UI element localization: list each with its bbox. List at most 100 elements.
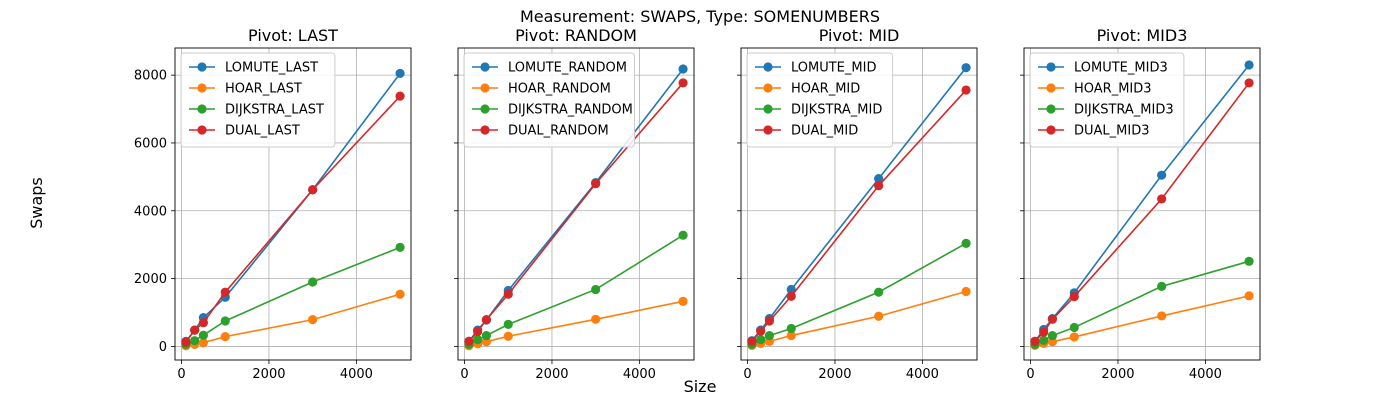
legend-swatch-marker bbox=[197, 104, 207, 114]
data-point bbox=[786, 291, 796, 301]
data-point bbox=[874, 181, 884, 191]
legend-swatch-marker bbox=[197, 62, 207, 72]
data-point bbox=[503, 331, 513, 341]
data-point bbox=[503, 289, 513, 299]
legend-swatch-marker bbox=[1046, 104, 1056, 114]
series-line-2 bbox=[185, 246, 401, 346]
y-tick-label: 0 bbox=[159, 340, 167, 355]
series-line-2 bbox=[751, 242, 967, 346]
legend-box bbox=[1029, 52, 1185, 148]
series-line-2 bbox=[468, 234, 684, 346]
data-point bbox=[961, 63, 971, 73]
x-tick-label: 2000 bbox=[1101, 367, 1134, 382]
data-point bbox=[874, 173, 884, 184]
data-point bbox=[747, 336, 757, 346]
legend-swatch-marker bbox=[1046, 62, 1056, 72]
data-point bbox=[1069, 332, 1079, 342]
data-point bbox=[220, 287, 230, 297]
legend-entry: HOAR_MID3 bbox=[1074, 82, 1152, 97]
x-tick-label: 4000 bbox=[906, 367, 939, 382]
data-point bbox=[786, 284, 796, 295]
data-point bbox=[395, 242, 405, 253]
data-point bbox=[764, 316, 775, 326]
legend-entry: DUAL_RANDOM bbox=[508, 124, 609, 139]
data-point bbox=[1047, 330, 1058, 341]
data-point bbox=[1069, 322, 1079, 333]
data-point bbox=[481, 330, 492, 341]
chart-panel-2: 0 2000 4000 Pivot: MID LOMUTE_MID HOAR_MID DIJ… bbox=[737, 26, 978, 382]
legend-entry: LOMUTE_MID bbox=[791, 61, 876, 76]
x-tick-label: 0 bbox=[1026, 367, 1034, 382]
legend-entry: LOMUTE_LAST bbox=[225, 61, 318, 76]
data-point bbox=[1039, 335, 1049, 345]
data-point bbox=[1039, 327, 1049, 337]
data-point bbox=[503, 319, 513, 329]
data-point bbox=[190, 325, 200, 335]
data-point bbox=[1244, 60, 1254, 70]
data-point bbox=[308, 185, 318, 195]
data-point bbox=[678, 296, 688, 306]
legend-swatch-marker bbox=[763, 104, 773, 114]
data-point bbox=[1157, 170, 1167, 180]
data-point bbox=[308, 277, 318, 287]
data-point bbox=[1157, 281, 1167, 292]
series-line-1 bbox=[468, 300, 684, 347]
data-point bbox=[786, 330, 796, 341]
legend-swatch-marker bbox=[763, 83, 773, 93]
legend-entry: HOAR_RANDOM bbox=[508, 82, 611, 97]
legend-swatch-marker bbox=[480, 125, 490, 135]
x-tick-label: 0 bbox=[460, 367, 468, 382]
x-tick-label: 0 bbox=[743, 367, 751, 382]
data-point bbox=[874, 287, 884, 297]
data-point bbox=[473, 326, 483, 337]
data-point bbox=[756, 326, 766, 336]
data-point bbox=[198, 330, 209, 340]
data-point bbox=[198, 318, 209, 328]
x-tick-label: 0 bbox=[177, 367, 185, 382]
panel-title: Pivot: LAST bbox=[248, 26, 338, 45]
data-point bbox=[961, 238, 971, 248]
data-point bbox=[1244, 291, 1254, 301]
x-tick-label: 4000 bbox=[1189, 367, 1222, 382]
y-tick-label: 4000 bbox=[134, 204, 167, 219]
chart-panel-3: 0 2000 4000 Pivot: MID3 LOMUTE_MID3 HOAR_MID3… bbox=[1020, 26, 1261, 382]
legend-entry: DUAL_MID3 bbox=[1074, 124, 1150, 139]
figure-ylabel: Swaps bbox=[27, 177, 46, 229]
legend-entry: DUAL_MID bbox=[791, 124, 858, 139]
data-point bbox=[1157, 311, 1167, 321]
y-tick-label: 2000 bbox=[134, 272, 167, 287]
data-point bbox=[464, 336, 474, 346]
data-point bbox=[678, 78, 688, 88]
data-point bbox=[1157, 194, 1167, 204]
data-point bbox=[591, 284, 601, 295]
axes-frame bbox=[740, 47, 978, 361]
data-point bbox=[395, 91, 405, 101]
legend-box bbox=[463, 52, 635, 148]
panel-title: Pivot: MID bbox=[819, 26, 900, 45]
panel-title: Pivot: RANDOM bbox=[515, 26, 637, 45]
legend-swatch-marker bbox=[480, 62, 490, 72]
legend-entry: DUAL_LAST bbox=[225, 124, 300, 139]
x-tick-label: 4000 bbox=[623, 367, 656, 382]
legend-swatch-marker bbox=[480, 83, 490, 93]
legend-swatch-marker bbox=[480, 104, 490, 114]
x-tick-label: 2000 bbox=[818, 367, 851, 382]
legend-entry: HOAR_LAST bbox=[225, 82, 302, 97]
legend-swatch-marker bbox=[1046, 83, 1056, 93]
legend-entry: HOAR_MID bbox=[791, 82, 860, 97]
legend-entry: DIJKSTRA_MID3 bbox=[1074, 103, 1174, 118]
data-point bbox=[198, 338, 209, 348]
legend-entry: LOMUTE_RANDOM bbox=[508, 61, 627, 76]
panel-title: Pivot: MID3 bbox=[1097, 26, 1188, 45]
figure-suptitle: Measurement: SWAPS, Type: SOMENUMBERS bbox=[520, 7, 880, 26]
chart-panel-1: 0 2000 4000 Pivot: RANDOM LOMUTE_RANDOM HOAR_… bbox=[454, 26, 695, 382]
data-point bbox=[874, 311, 884, 321]
legend-swatch-marker bbox=[197, 83, 207, 93]
data-point bbox=[473, 335, 483, 345]
data-point bbox=[961, 85, 971, 95]
data-point bbox=[678, 64, 688, 74]
data-point bbox=[786, 323, 796, 334]
data-point bbox=[764, 330, 775, 341]
legend-swatch-marker bbox=[197, 125, 207, 135]
legend-box bbox=[746, 52, 894, 148]
